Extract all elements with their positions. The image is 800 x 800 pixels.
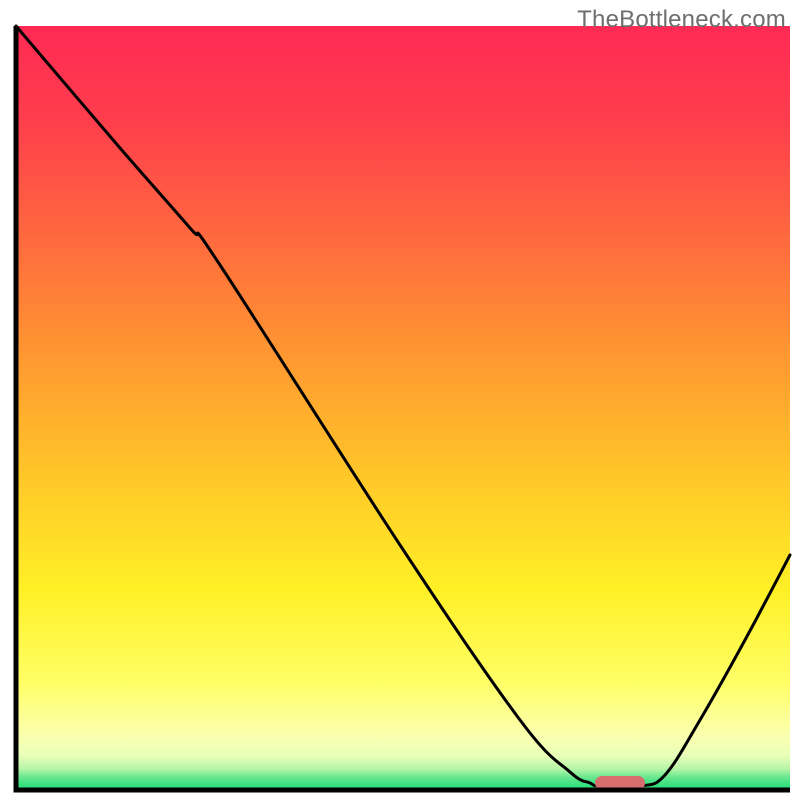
bottleneck-curve — [16, 26, 790, 787]
watermark-label: TheBottleneck.com — [577, 6, 786, 34]
axis-frame — [16, 26, 790, 790]
plot-svg — [0, 0, 800, 800]
bottleneck-chart: TheBottleneck.com — [0, 0, 800, 800]
